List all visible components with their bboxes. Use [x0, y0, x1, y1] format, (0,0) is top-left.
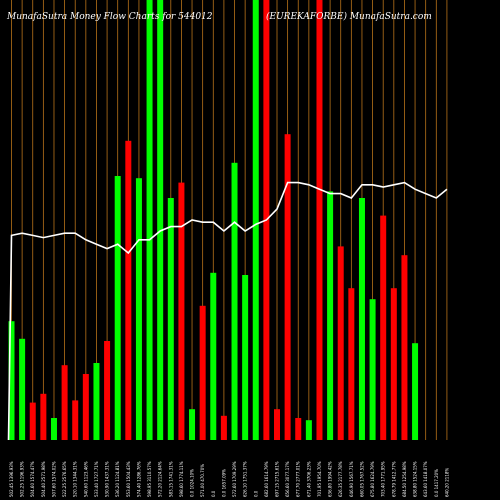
x-tick-label: 684.50 1254.98%	[402, 461, 407, 497]
x-tick-label: 643.60 1418.07%	[423, 461, 428, 497]
bar-37	[390, 288, 397, 440]
bar-17	[178, 182, 185, 440]
bar-10	[104, 341, 111, 440]
x-tick-label: 0.0 1024.10%	[190, 469, 195, 497]
bar-32	[337, 246, 344, 440]
x-tick-label: 583.15 1741.31%	[168, 461, 173, 497]
x-tick-label: 646.90 1567.71%	[349, 461, 354, 497]
bar-16	[167, 198, 174, 440]
x-tick-label: 574.40 1286.76%	[136, 461, 141, 497]
bar-28	[295, 418, 302, 440]
x-tick-label: 533.40 1727.71%	[94, 461, 99, 497]
chart-title-left: MunafaSutra Money Flow Charts for 544012	[6, 12, 213, 22]
bar-34	[358, 198, 365, 440]
x-tick-label: 0.0	[253, 490, 258, 497]
bar-18	[189, 409, 196, 440]
bar-33	[348, 288, 355, 440]
bar-39	[412, 343, 419, 440]
bar-15	[157, 0, 164, 440]
bar-19	[199, 305, 206, 440]
bar-20	[210, 272, 217, 440]
bar-6	[61, 365, 68, 440]
bar-series	[8, 0, 419, 441]
x-tick-label: 502.45 1396.93%	[9, 461, 14, 497]
x-tick-label: 0.0	[211, 490, 216, 497]
x-tick-label: 522.25 2576.65%	[62, 461, 67, 497]
x-tick-label: 0.0 1657.09%	[221, 469, 226, 497]
bar-14	[146, 0, 153, 440]
bar-26	[274, 409, 280, 440]
x-tick-label: 536.20 1124.81%	[115, 461, 120, 497]
x-tick-label: 682.60 1614.79%	[264, 461, 269, 497]
x-tick-label: 504.40 2571.98%	[41, 461, 46, 497]
x-tick-label: 675.80 1624.79%	[370, 461, 375, 497]
x-tick-label: 660.05 1767.52%	[359, 461, 364, 497]
bar-31	[327, 191, 334, 440]
x-tick-label: 656.60 3077.17%	[285, 461, 290, 497]
bar-2	[19, 338, 26, 440]
x-tick-label: 671.40 3706.23%	[306, 461, 311, 497]
x-tick-label: 626.35 2177.78%	[338, 461, 343, 497]
bar-7	[72, 400, 79, 440]
bar-23	[242, 275, 249, 440]
x-tick-label: 697.15 2715.61%	[275, 461, 280, 497]
bar-1	[8, 321, 15, 440]
x-tick-label: 553.60 1504.43%	[126, 461, 131, 497]
x-tick-label: 502.25 1196.93%	[20, 461, 25, 497]
bar-22	[231, 162, 238, 441]
x-tick-label: 598.95 3110.57%	[147, 461, 152, 497]
x-tick-label: 572.60 1709.29%	[232, 461, 237, 497]
x-tick-label: 598.60 1774.11%	[179, 461, 184, 497]
price-line-series	[7, 181, 448, 441]
x-tick-label: 703.40 1771.95%	[381, 461, 386, 497]
bar-36	[380, 215, 387, 440]
x-tick-label: 530.90 1437.31%	[105, 461, 110, 497]
bar-5	[50, 418, 57, 440]
bar-35	[369, 299, 376, 440]
x-tick-label: 640.20 2118%	[444, 468, 449, 497]
bar-13	[135, 178, 142, 440]
x-tick-label: 678.79 1412.77%	[391, 461, 396, 497]
x-tick-label: 701.95 1954.70%	[317, 461, 322, 497]
bar-27	[284, 134, 291, 440]
bar-12	[125, 140, 132, 441]
x-tick-label: 0.0 1417.20%	[434, 469, 439, 497]
x-tick-label: 638.80 1524.15%	[413, 461, 418, 497]
bar-3	[29, 402, 36, 440]
price-line	[7, 181, 448, 441]
x-tick-label: 520.10 1344.31%	[73, 461, 78, 497]
bar-8	[82, 374, 89, 440]
bar-24	[252, 0, 259, 440]
x-tick-label: 504.60 1574.47%	[30, 461, 35, 497]
bar-4	[40, 393, 47, 440]
x-tick-label: 636.80 1994.42%	[328, 461, 333, 497]
x-tick-labels: 502.45 1396.93% 502.25 1196.93% 504.60 157…	[9, 461, 449, 497]
bar-29	[305, 420, 312, 440]
x-tick-label: 507.60 1574.02%	[51, 461, 56, 497]
bar-21	[220, 415, 227, 440]
bar-9	[93, 363, 100, 440]
x-tick-label: 571.00 470.70%	[200, 464, 205, 497]
bar-38	[401, 255, 408, 440]
bar-11	[114, 176, 121, 440]
chart-title-right: (EUREKAFORBE) MunafaSutra.com	[266, 11, 432, 22]
bar-30	[316, 0, 323, 440]
x-tick-label: 677.70 2777.01%	[296, 461, 301, 497]
x-tick-label: 626.10 1751.37%	[243, 461, 248, 497]
x-tick-label: 540.60 1123.46%	[83, 461, 88, 497]
x-tick-label: 572.20 2124.64%	[158, 461, 163, 497]
